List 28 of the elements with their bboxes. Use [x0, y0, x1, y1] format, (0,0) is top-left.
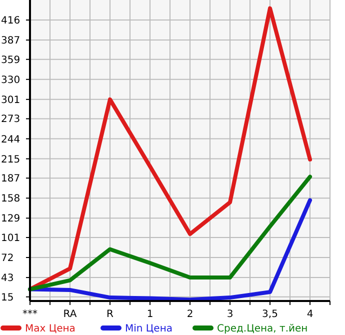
y-tick-label: 301	[1, 94, 20, 106]
y-tick-label: 215	[1, 154, 20, 166]
y-tick-label: 187	[1, 174, 20, 185]
y-tick-label: 43	[1, 273, 14, 284]
x-tick-label: ***	[22, 309, 38, 320]
y-tick-label: 101	[1, 232, 20, 244]
x-tick-label: R	[106, 309, 114, 320]
legend-label: Сред.Цена, т.йен	[217, 324, 308, 334]
x-tick-label: 2	[186, 309, 194, 320]
x-tick-label: RA	[63, 309, 77, 320]
y-tick-label: 330	[1, 74, 20, 86]
line-series	[28, 174, 312, 292]
x-tick-label: 1	[146, 309, 154, 320]
y-tick-label: 273	[1, 114, 20, 126]
legend-label: Min Цена	[125, 324, 173, 334]
y-tick-label: 416	[1, 16, 20, 27]
y-tick-label: 244	[1, 134, 20, 146]
y-tick-label: 387	[1, 36, 20, 47]
y-tick-label: 15	[1, 292, 14, 304]
x-tick-label: 3	[226, 309, 234, 320]
y-tick-label: 72	[1, 253, 14, 264]
line-series	[28, 198, 312, 302]
y-tick-label: 158	[1, 194, 20, 205]
legend-label: Max Цена	[25, 324, 76, 334]
y-tick-label: 359	[1, 54, 20, 66]
x-tick-label: 3,5	[262, 309, 278, 320]
x-tick-label: 4	[306, 309, 314, 320]
y-tick-label: 129	[1, 214, 20, 225]
